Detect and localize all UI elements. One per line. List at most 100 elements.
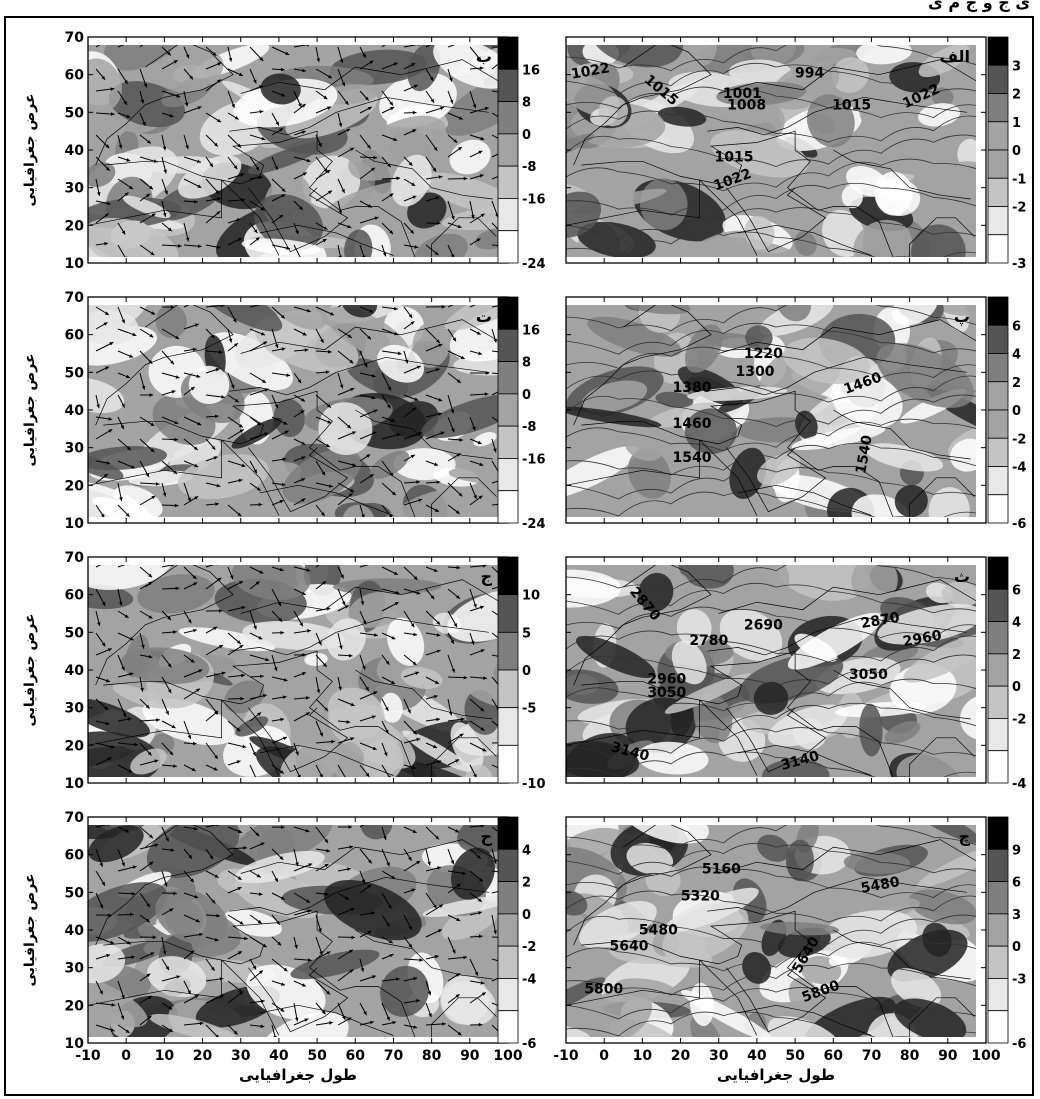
y-tick-label: 30 — [65, 441, 85, 457]
boundary-lines — [88, 565, 498, 777]
y-axis-label: عرض جغرافیایی — [22, 353, 38, 466]
x-tick-label: 0 — [121, 1048, 131, 1064]
y-tick-label: 50 — [65, 625, 85, 641]
colorbar-tick-label: 16 — [522, 323, 540, 338]
x-tick-label: -10 — [553, 1048, 579, 1064]
colorbar-tick-label: 2 — [1012, 648, 1021, 663]
colorbar-tick-label: -8 — [522, 420, 536, 435]
y-tick-label: 70 — [65, 290, 85, 306]
y-tick-label: 60 — [65, 588, 85, 604]
colorbar-tick-label: -4 — [522, 972, 536, 987]
contour-label: 1380 — [673, 380, 712, 396]
x-tick-label: 80 — [900, 1048, 920, 1064]
colorbar-tick-label: 0 — [1012, 404, 1021, 419]
x-tick-label: 80 — [422, 1048, 442, 1064]
colorbar-tick-label: 6 — [1012, 876, 1021, 891]
y-axis-label: عرض جغرافیایی — [22, 613, 38, 726]
isoline-layer — [566, 565, 976, 777]
contour-label: 1008 — [727, 97, 766, 113]
colorbar-tick-label: 8 — [522, 96, 531, 111]
colorbar-tick-label: -2 — [1012, 712, 1026, 727]
x-tick-label: 40 — [269, 1048, 289, 1064]
colorbar-tick-label: -2 — [522, 940, 536, 955]
x-axis-label: طول جغرافیایی — [717, 1066, 835, 1084]
colorbar-tick-label: -2 — [1012, 432, 1026, 447]
panel-label: ت — [476, 307, 492, 326]
contour-label: 3050 — [849, 667, 888, 683]
contour-label: 1460 — [673, 416, 712, 432]
colorbar-tick-label: -16 — [522, 192, 546, 207]
colorbar-tick-label: 4 — [1012, 348, 1021, 363]
contour-label: 1300 — [736, 364, 775, 380]
y-tick-label: 10 — [65, 256, 85, 272]
colorbar: 9 6 3 0 -3 -6 — [987, 816, 1026, 1052]
colorbar: 4 2 0 -2 -4 -6 — [497, 816, 536, 1052]
contour-label: 2690 — [744, 617, 783, 633]
x-tick-label: 90 — [938, 1048, 958, 1064]
colorbar-tick-label: 9 — [1012, 843, 1021, 858]
colorbar-tick-label: 3 — [1012, 59, 1021, 74]
y-tick-label: 50 — [65, 105, 85, 121]
colorbar: 6 4 2 0 -2 -4 -6 — [987, 296, 1026, 532]
x-axis-label: طول جغرافیایی — [239, 1066, 357, 1084]
y-tick-label: 50 — [65, 365, 85, 381]
contour-label: 2960 — [647, 672, 686, 688]
panel-label: پ — [954, 307, 970, 327]
y-tick-label: 40 — [65, 143, 85, 159]
x-tick-label: 30 — [709, 1048, 729, 1064]
colorbar: 16 8 0 -8 -16 -24 — [497, 36, 546, 272]
colorbar-tick-label: 0 — [522, 664, 531, 679]
y-tick-label: 10 — [65, 516, 85, 532]
colorbar-tick-label: -6 — [522, 1037, 536, 1052]
shading-layer — [566, 825, 976, 1037]
colorbar: 6 4 2 0 -2 -4 — [987, 556, 1026, 792]
boundary-lines — [88, 825, 498, 1037]
contour-label: 3050 — [647, 685, 686, 701]
colorbar-tick-label: -24 — [522, 517, 546, 532]
panel-label: ب — [476, 47, 492, 66]
y-axis-label: عرض جغرافیایی — [22, 873, 38, 986]
contour-label: 5160 — [702, 862, 741, 878]
colorbar-tick-label: -4 — [1012, 777, 1026, 792]
x-tick-label: 90 — [460, 1048, 480, 1064]
panel-label: ث — [954, 567, 970, 586]
colorbar-tick-label: 2 — [1012, 88, 1021, 103]
y-tick-label: 10 — [65, 776, 85, 792]
colorbar: 3 2 1 0 -1 -2 -3 — [987, 36, 1026, 272]
colorbar-tick-label: 2 — [522, 876, 531, 891]
colorbar-tick-label: -1 — [1012, 172, 1026, 187]
wind-vectors — [95, 565, 498, 777]
y-tick-label: 20 — [65, 478, 85, 494]
shading-layer — [88, 45, 498, 257]
colorbar-tick-label: 1 — [1012, 116, 1021, 131]
contour-label: 2960 — [902, 628, 943, 651]
contour-label: 5800 — [584, 981, 623, 997]
contour-label: 5640 — [610, 938, 649, 954]
header-text-cropped: ی ج و ج م ی — [928, 0, 1030, 12]
wind-vectors — [95, 305, 498, 517]
boundary-lines — [566, 825, 976, 1037]
y-tick-label: 30 — [65, 181, 85, 197]
y-tick-label: 20 — [65, 218, 85, 234]
y-tick-label: 40 — [65, 403, 85, 419]
colorbar-tick-label: 0 — [1012, 680, 1021, 695]
colorbar-tick-label: 0 — [522, 128, 531, 143]
y-tick-label: 10 — [65, 1036, 85, 1052]
y-tick-label: 60 — [65, 328, 85, 344]
y-tick-label: 60 — [65, 68, 85, 84]
isoline-layer — [566, 45, 976, 257]
x-tick-label: 60 — [346, 1048, 366, 1064]
x-tick-label: 100 — [493, 1048, 522, 1064]
contour-label: 2870 — [860, 610, 901, 633]
colorbar-tick-label: 10 — [522, 589, 540, 604]
colorbar-tick-label: 0 — [522, 908, 531, 923]
y-tick-label: 20 — [65, 998, 85, 1014]
colorbar-tick-label: 5 — [522, 626, 531, 641]
x-tick-label: 50 — [785, 1048, 805, 1064]
colorbar: 16 8 0 -8 -16 -24 — [497, 296, 546, 532]
contour-label: 1001 — [723, 86, 762, 102]
colorbar-tick-label: -2 — [1012, 201, 1026, 216]
colorbar-tick-label: 4 — [1012, 616, 1021, 631]
wind-vectors — [95, 45, 498, 257]
y-tick-label: 70 — [65, 30, 85, 46]
